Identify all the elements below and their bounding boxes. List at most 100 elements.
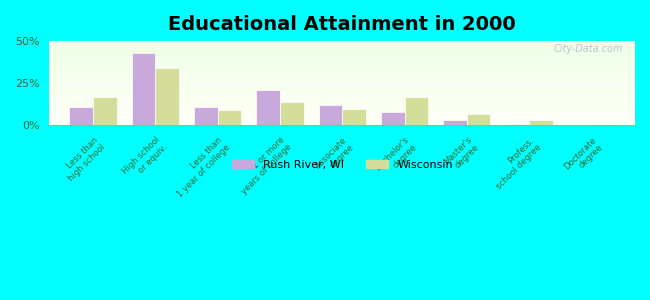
- Bar: [49, 56, 635, 57]
- Bar: [49, 103, 635, 104]
- Title: Educational Attainment in 2000: Educational Attainment in 2000: [168, 15, 516, 34]
- Bar: [49, 66, 635, 67]
- Bar: [194, 107, 218, 125]
- Bar: [49, 58, 635, 59]
- Bar: [49, 63, 635, 64]
- Bar: [49, 109, 635, 110]
- Bar: [49, 86, 635, 87]
- Bar: [49, 93, 635, 94]
- Bar: [218, 110, 241, 125]
- Bar: [49, 75, 635, 76]
- Text: City-Data.com: City-Data.com: [554, 44, 623, 54]
- Bar: [49, 54, 635, 55]
- Bar: [49, 49, 635, 50]
- Bar: [49, 114, 635, 115]
- Bar: [49, 99, 635, 100]
- Bar: [49, 111, 635, 112]
- Bar: [49, 78, 635, 79]
- Bar: [49, 84, 635, 85]
- Bar: [49, 102, 635, 103]
- Bar: [49, 82, 635, 83]
- Bar: [49, 107, 635, 108]
- Bar: [49, 116, 635, 117]
- Bar: [506, 124, 529, 125]
- Bar: [49, 94, 635, 95]
- Bar: [49, 124, 635, 125]
- Bar: [49, 83, 635, 84]
- Bar: [529, 120, 552, 125]
- Bar: [49, 80, 635, 81]
- Bar: [49, 68, 635, 69]
- Bar: [49, 45, 635, 46]
- Legend: Rush River, WI, Wisconsin: Rush River, WI, Wisconsin: [227, 156, 457, 175]
- Bar: [70, 107, 93, 125]
- Bar: [49, 71, 635, 72]
- Bar: [49, 81, 635, 82]
- Bar: [49, 95, 635, 96]
- Bar: [49, 53, 635, 54]
- Bar: [49, 123, 635, 124]
- Bar: [49, 47, 635, 48]
- Bar: [49, 104, 635, 105]
- Bar: [49, 97, 635, 98]
- Bar: [256, 90, 280, 125]
- Bar: [49, 48, 635, 49]
- Bar: [49, 42, 635, 43]
- Bar: [49, 51, 635, 52]
- Bar: [49, 43, 635, 44]
- Bar: [443, 120, 467, 125]
- Bar: [49, 76, 635, 77]
- Bar: [343, 109, 366, 125]
- Bar: [49, 73, 635, 74]
- Bar: [49, 60, 635, 61]
- Bar: [49, 85, 635, 86]
- Bar: [49, 72, 635, 73]
- Bar: [49, 88, 635, 89]
- Bar: [49, 90, 635, 91]
- Bar: [49, 120, 635, 121]
- Bar: [49, 57, 635, 58]
- Bar: [49, 101, 635, 102]
- Bar: [49, 62, 635, 63]
- Bar: [49, 87, 635, 88]
- Bar: [467, 114, 491, 125]
- Bar: [49, 64, 635, 65]
- Bar: [49, 55, 635, 56]
- Bar: [49, 70, 635, 71]
- Bar: [49, 98, 635, 99]
- Bar: [49, 100, 635, 101]
- Bar: [49, 77, 635, 78]
- Bar: [49, 91, 635, 92]
- Bar: [49, 79, 635, 80]
- Bar: [49, 69, 635, 70]
- Bar: [49, 61, 635, 62]
- Bar: [49, 96, 635, 97]
- Bar: [49, 115, 635, 116]
- Bar: [49, 112, 635, 113]
- Bar: [592, 124, 615, 125]
- Bar: [49, 122, 635, 123]
- Bar: [49, 119, 635, 120]
- Bar: [381, 112, 404, 125]
- Bar: [49, 74, 635, 75]
- Bar: [49, 121, 635, 122]
- Bar: [132, 53, 155, 125]
- Bar: [93, 97, 117, 125]
- Bar: [155, 68, 179, 125]
- Bar: [318, 105, 343, 125]
- Bar: [49, 44, 635, 45]
- Bar: [49, 50, 635, 51]
- Bar: [49, 113, 635, 114]
- Bar: [404, 97, 428, 125]
- Bar: [49, 41, 635, 42]
- Bar: [49, 108, 635, 109]
- Bar: [49, 105, 635, 106]
- Bar: [49, 46, 635, 47]
- Bar: [49, 89, 635, 90]
- Bar: [49, 118, 635, 119]
- Bar: [49, 106, 635, 107]
- Bar: [49, 117, 635, 118]
- Bar: [49, 59, 635, 60]
- Bar: [280, 102, 304, 125]
- Bar: [49, 65, 635, 66]
